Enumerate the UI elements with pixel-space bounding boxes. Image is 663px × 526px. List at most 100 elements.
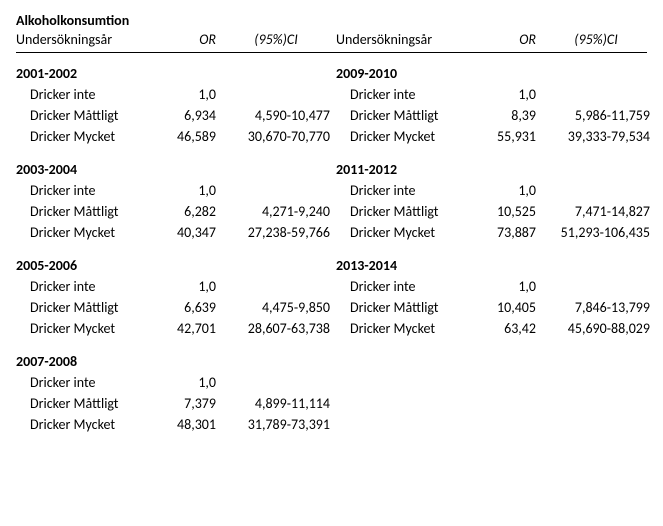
- period-title: 2011-2012: [336, 161, 656, 178]
- row-label: Dricker inte: [16, 84, 156, 105]
- table-row: Dricker inte1,0: [16, 276, 336, 297]
- header-ci-left: (95%)CI: [216, 31, 336, 48]
- table-row: Dricker Måttligt8,395,986-11,759: [336, 105, 656, 126]
- period-block: 2013-2014 Dricker inte1,0Dricker Måttligt…: [336, 257, 656, 339]
- period-block: 2005-2006 Dricker inte1,0Dricker Måttligt…: [16, 257, 336, 339]
- or-value: 10,405: [476, 297, 536, 318]
- or-value: 1,0: [476, 84, 536, 105]
- ci-value: [536, 180, 656, 201]
- header-year-right: Undersökningsår: [336, 31, 476, 48]
- period-title: 2013-2014: [336, 257, 656, 274]
- row-label: Dricker inte: [16, 372, 156, 393]
- ci-value: 39,333-79,534: [536, 126, 656, 147]
- period-title: 2003-2004: [16, 161, 336, 178]
- or-value: 6,282: [156, 201, 216, 222]
- ci-value: 4,475-9,850: [216, 297, 336, 318]
- ci-value: 4,271-9,240: [216, 201, 336, 222]
- row-label: Dricker Måttligt: [336, 105, 476, 126]
- period-block: 2007-2008 Dricker inte1,0Dricker Måttligt…: [16, 353, 336, 435]
- row-label: Dricker Måttligt: [16, 297, 156, 318]
- table-row: Dricker Måttligt10,5257,471-14,827: [336, 201, 656, 222]
- row-label: Dricker inte: [336, 84, 476, 105]
- row-label: Dricker Måttligt: [336, 297, 476, 318]
- or-value: 1,0: [476, 276, 536, 297]
- header-or-left: OR: [156, 31, 216, 48]
- or-value: 7,379: [156, 393, 216, 414]
- row-label: Dricker inte: [336, 276, 476, 297]
- table-row: Dricker inte1,0: [16, 84, 336, 105]
- row-label: Dricker Mycket: [336, 222, 476, 243]
- or-value: 48,301: [156, 414, 216, 435]
- ci-value: 7,471-14,827: [536, 201, 656, 222]
- or-value: 46,589: [156, 126, 216, 147]
- or-value: 42,701: [156, 318, 216, 339]
- ci-value: [536, 276, 656, 297]
- ci-value: 5,986-11,759: [536, 105, 656, 126]
- period-title: 2005-2006: [16, 257, 336, 274]
- header-year-left: Undersökningsår: [16, 31, 156, 48]
- row-label: Dricker Mycket: [16, 126, 156, 147]
- ci-value: 4,590-10,477: [216, 105, 336, 126]
- row-label: Dricker Mycket: [16, 318, 156, 339]
- row-label: Dricker Mycket: [336, 126, 476, 147]
- ci-value: 28,607-63,738: [216, 318, 336, 339]
- ci-value: [536, 84, 656, 105]
- or-value: 1,0: [156, 84, 216, 105]
- ci-value: 27,238-59,766: [216, 222, 336, 243]
- or-value: 6,639: [156, 297, 216, 318]
- table-row: Dricker inte1,0: [336, 276, 656, 297]
- ci-value: [216, 372, 336, 393]
- table-row: Dricker inte1,0: [336, 180, 656, 201]
- or-value: 1,0: [156, 372, 216, 393]
- or-value: 1,0: [476, 180, 536, 201]
- header-or-right: OR: [476, 31, 536, 48]
- ci-value: [216, 84, 336, 105]
- header-ci-right: (95%)CI: [536, 31, 656, 48]
- ci-value: 4,899-11,114: [216, 393, 336, 414]
- or-value: 1,0: [156, 276, 216, 297]
- table-row: Dricker Mycket46,58930,670-70,770: [16, 126, 336, 147]
- or-value: 1,0: [156, 180, 216, 201]
- table-row: Dricker Mycket73,88751,293-106,435: [336, 222, 656, 243]
- table-row: Dricker Mycket48,30131,789-73,391: [16, 414, 336, 435]
- period-block: 2001-2002 Dricker inte1,0Dricker Måttligt…: [16, 65, 336, 147]
- or-value: 73,887: [476, 222, 536, 243]
- table-row: Dricker Måttligt6,2824,271-9,240: [16, 201, 336, 222]
- ci-value: 31,789-73,391: [216, 414, 336, 435]
- period-block: 2003-2004 Dricker inte1,0Dricker Måttligt…: [16, 161, 336, 243]
- ci-value: 30,670-70,770: [216, 126, 336, 147]
- period-title: 2001-2002: [16, 65, 336, 82]
- row-label: Dricker Mycket: [16, 414, 156, 435]
- row-label: Dricker Måttligt: [16, 105, 156, 126]
- ci-value: [216, 276, 336, 297]
- row-label: Dricker Måttligt: [16, 393, 156, 414]
- table-row: Dricker inte1,0: [336, 84, 656, 105]
- row-label: Dricker Mycket: [16, 222, 156, 243]
- table-row: Dricker Måttligt7,3794,899-11,114: [16, 393, 336, 414]
- period-block: 2011-2012 Dricker inte1,0Dricker Måttligt…: [336, 161, 656, 243]
- row-label: Dricker inte: [336, 180, 476, 201]
- row-label: Dricker Måttligt: [16, 201, 156, 222]
- or-value: 40,347: [156, 222, 216, 243]
- period-block: 2009-2010 Dricker inte1,0Dricker Måttligt…: [336, 65, 656, 147]
- table-title: Alkoholkonsumtion: [16, 12, 647, 29]
- row-label: Dricker Måttligt: [336, 201, 476, 222]
- period-title: 2009-2010: [336, 65, 656, 82]
- ci-value: 7,846-13,799: [536, 297, 656, 318]
- row-label: Dricker inte: [16, 276, 156, 297]
- or-value: 63,42: [476, 318, 536, 339]
- table-row: Dricker Mycket42,70128,607-63,738: [16, 318, 336, 339]
- table-row: Dricker inte1,0: [16, 372, 336, 393]
- row-label: Dricker inte: [16, 180, 156, 201]
- header-row: Undersökningsår OR (95%)CI Undersöknings…: [16, 31, 647, 53]
- or-value: 55,931: [476, 126, 536, 147]
- table-row: Dricker Måttligt6,9344,590-10,477: [16, 105, 336, 126]
- table-row: Dricker Måttligt10,4057,846-13,799: [336, 297, 656, 318]
- ci-value: 51,293-106,435: [536, 222, 656, 243]
- or-value: 8,39: [476, 105, 536, 126]
- or-value: 10,525: [476, 201, 536, 222]
- table-row: Dricker Måttligt6,6394,475-9,850: [16, 297, 336, 318]
- period-title: 2007-2008: [16, 353, 336, 370]
- or-value: 6,934: [156, 105, 216, 126]
- table-row: Dricker inte1,0: [16, 180, 336, 201]
